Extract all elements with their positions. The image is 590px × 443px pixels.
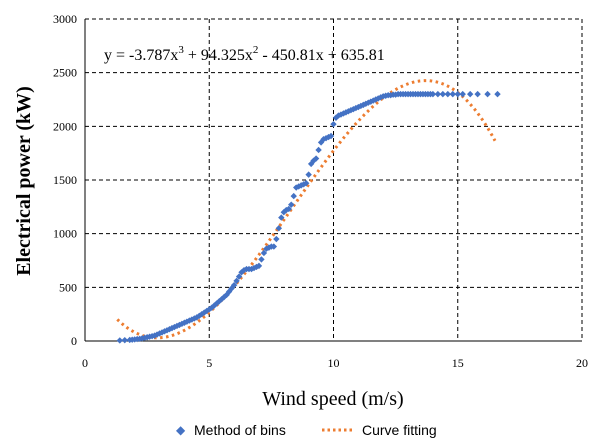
y-tick-label-2000: 2000 — [53, 119, 77, 133]
data-point — [312, 155, 320, 162]
data-point — [434, 90, 442, 98]
x-tick-label-15: 15 — [452, 356, 464, 370]
data-point — [290, 192, 297, 200]
data-point — [206, 306, 213, 313]
data-point — [295, 183, 302, 190]
data-point — [362, 100, 370, 107]
data-point — [474, 90, 481, 98]
method-of-bins-series — [116, 90, 501, 344]
x-tick-label-20: 20 — [576, 356, 588, 370]
data-point — [449, 90, 456, 98]
data-point — [367, 98, 374, 105]
data-point — [258, 256, 265, 263]
legend-marker-method-of-bins: ◆ — [176, 423, 186, 437]
y-tick-label-2500: 2500 — [53, 66, 77, 80]
data-point — [278, 214, 285, 221]
data-point — [201, 309, 208, 316]
legend-label-method-of-bins: Method of bins — [194, 422, 286, 438]
y-tick-label-0: 0 — [71, 334, 77, 348]
y-axis-title: Electrical power (kW) — [13, 86, 35, 276]
data-point — [330, 120, 337, 128]
y-tick-label-1000: 1000 — [53, 227, 77, 241]
curve-fitting-series — [116, 79, 497, 340]
data-point — [466, 90, 474, 98]
data-point — [302, 180, 310, 187]
data-point — [288, 201, 295, 208]
data-point — [273, 235, 280, 243]
y-tick-label-1500: 1500 — [53, 173, 77, 187]
data-point — [484, 90, 491, 98]
data-point — [429, 90, 437, 98]
data-point — [230, 281, 238, 289]
data-point — [235, 273, 243, 280]
data-point — [315, 146, 322, 154]
data-point — [233, 277, 240, 285]
legend: ◆ Method of bins Curve fitting — [176, 422, 437, 438]
data-point — [459, 90, 466, 98]
fit-equation: y = -3.787x3 + 94.325x2 - 450.81x + 635.… — [104, 44, 385, 64]
data-point — [153, 331, 161, 338]
data-point — [352, 104, 360, 112]
legend-label-curve-fitting: Curve fitting — [362, 422, 437, 438]
y-tick-label-500: 500 — [59, 280, 77, 294]
x-axis-title: Wind speed (m/s) — [262, 388, 403, 410]
curve-fitting-line — [116, 79, 497, 340]
data-point — [454, 90, 461, 98]
data-point — [220, 293, 228, 301]
data-point — [285, 205, 292, 213]
data-point — [275, 225, 283, 232]
data-point — [494, 90, 501, 98]
data-point — [327, 132, 335, 140]
x-tick-label-5: 5 — [206, 356, 212, 370]
y-tick-label-3000: 3000 — [53, 12, 77, 26]
axes — [84, 19, 582, 342]
data-point — [196, 312, 203, 319]
data-point — [121, 336, 128, 344]
data-point — [444, 90, 452, 98]
x-tick-label-0: 0 — [82, 356, 88, 370]
x-tick-labels: 0 5 10 15 20 — [82, 356, 588, 370]
data-point — [305, 171, 312, 178]
data-point — [300, 181, 307, 188]
data-point — [439, 90, 447, 98]
data-point — [357, 102, 365, 110]
data-point — [263, 245, 270, 252]
data-point — [260, 249, 268, 257]
data-point — [255, 262, 263, 270]
y-tick-labels: 0 500 1000 1500 2000 2500 3000 — [53, 12, 77, 348]
data-point — [270, 243, 278, 250]
data-point — [116, 337, 123, 344]
x-tick-label-10: 10 — [328, 356, 340, 370]
